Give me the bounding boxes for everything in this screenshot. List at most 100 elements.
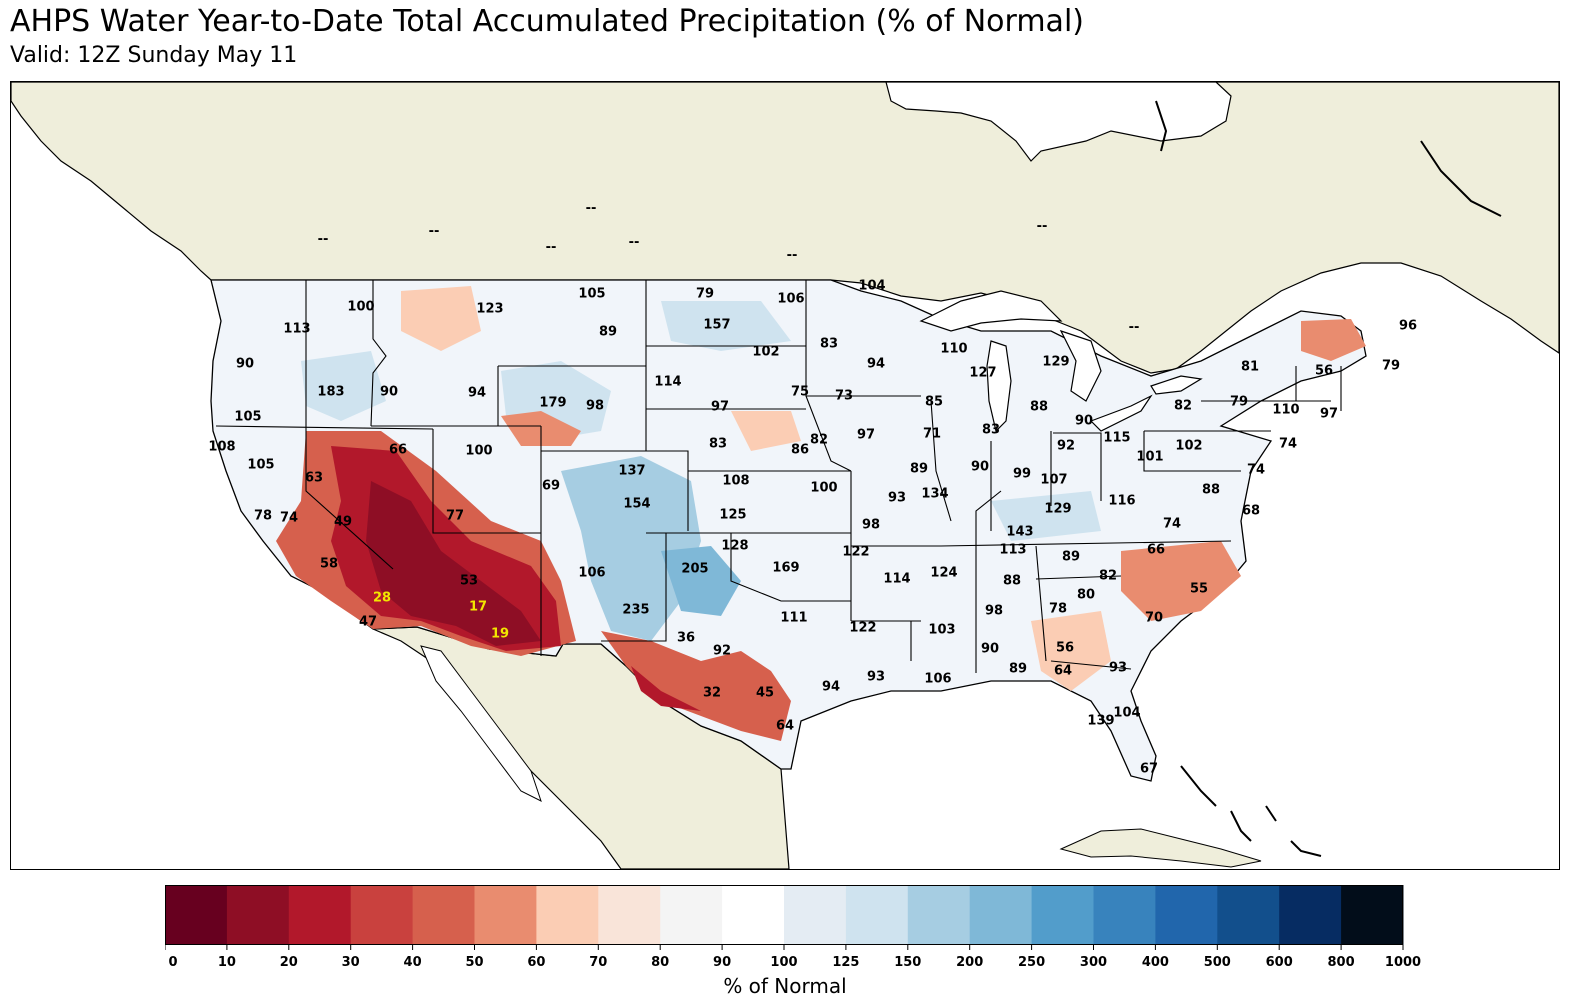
ne-dry: [1301, 319, 1366, 361]
station-value-label: 73: [835, 389, 853, 404]
colorbar-segment: [1155, 885, 1218, 945]
colorbar-tick-label: 500: [1204, 955, 1231, 970]
station-value-label: 64: [776, 719, 794, 734]
station-value-label: 115: [1103, 431, 1130, 446]
station-value-label: 92: [1057, 439, 1075, 454]
station-value-label: 127: [969, 366, 996, 381]
station-value-label: 169: [772, 561, 799, 576]
great-lakes: [919, 290, 1203, 433]
colorbar-segment: [969, 885, 1033, 945]
station-value-label: 85: [925, 395, 943, 410]
missing-data-label: --: [318, 232, 329, 247]
station-value-label: 89: [1062, 550, 1080, 565]
missing-data-label: --: [787, 248, 798, 263]
station-value-label: 97: [711, 400, 729, 415]
colorbar-segment: [1093, 885, 1156, 945]
station-value-label: 102: [1175, 439, 1202, 454]
station-value-label: 88: [1202, 483, 1220, 498]
station-value-label: 128: [721, 539, 748, 554]
station-value-label: 17: [469, 600, 487, 615]
station-value-label: 67: [1140, 762, 1158, 777]
station-value-label: 106: [777, 292, 804, 307]
ga-dry: [1031, 611, 1111, 691]
station-value-label: 122: [842, 545, 869, 560]
station-value-label: 63: [305, 471, 323, 486]
station-value-label: 83: [820, 337, 838, 352]
station-value-label: 101: [1136, 450, 1163, 465]
station-value-label: 97: [1320, 407, 1338, 422]
colorbar-outline: [165, 885, 1403, 945]
colorbar-tick-label: 400: [1142, 955, 1169, 970]
colorbar-segment: [598, 885, 661, 945]
colorbar-tick-label: 50: [465, 955, 483, 970]
colorbar-tick-label: 100: [770, 955, 797, 970]
station-value-label: 66: [389, 443, 407, 458]
station-value-label: 74: [1247, 463, 1265, 478]
missing-data-label: --: [546, 240, 557, 255]
colorbar-segment: [288, 885, 352, 945]
coast-accents: [1155, 100, 1502, 857]
station-value-label: 123: [476, 302, 503, 317]
station-value-label: 103: [928, 623, 955, 638]
colorbar-tick-label: 1000: [1385, 955, 1421, 970]
colorbar-tick-label: 40: [404, 955, 422, 970]
tx-dry-core: [631, 666, 701, 711]
station-value-label: 100: [347, 300, 374, 315]
colorbar-tick-label: 20: [280, 955, 298, 970]
station-value-label: 32: [703, 686, 721, 701]
colorbar-segment: [412, 885, 475, 945]
station-value-label: 88: [1030, 400, 1048, 415]
precip-field: [210, 279, 1367, 782]
station-value-label: 90: [380, 385, 398, 400]
station-value-label: 83: [709, 437, 727, 452]
station-value-label: 77: [446, 509, 464, 524]
station-value-label: 58: [320, 557, 338, 572]
station-value-label: 122: [849, 621, 876, 636]
colorbar-segment: [907, 885, 971, 945]
station-value-label: 102: [752, 345, 779, 360]
station-value-label: 89: [910, 462, 928, 477]
colorbar-segment: [1217, 885, 1280, 945]
station-value-label: 105: [234, 410, 261, 425]
map-subtitle: Valid: 12Z Sunday May 11: [10, 43, 298, 68]
station-value-label: 100: [465, 444, 492, 459]
station-value-label: 55: [1190, 582, 1208, 597]
station-value-label: 124: [930, 566, 957, 581]
station-value-label: 235: [622, 603, 649, 618]
station-value-label: 79: [1382, 359, 1400, 374]
station-value-label: 49: [334, 515, 352, 530]
colorbar-segment: [350, 885, 414, 945]
ks-dry: [731, 411, 801, 451]
station-value-label: 74: [1279, 437, 1297, 452]
station-value-label: 104: [1113, 706, 1140, 721]
colorbar-segment: [660, 885, 723, 945]
station-value-label: 114: [883, 572, 910, 587]
canada-landmass: [11, 82, 1559, 374]
station-value-label: 104: [858, 279, 885, 294]
station-value-label: 139: [1087, 714, 1114, 729]
station-value-label: 66: [1147, 543, 1165, 558]
sw-dry-zone-core: [366, 481, 541, 646]
station-value-label: 81: [1241, 360, 1259, 375]
station-value-label: 154: [623, 497, 650, 512]
station-value-label: 36: [677, 631, 695, 646]
station-value-label: 129: [1044, 502, 1071, 517]
station-value-label: 90: [1075, 414, 1093, 429]
station-value-label: 93: [888, 491, 906, 506]
station-value-label: 114: [654, 375, 681, 390]
missing-data-label: --: [1129, 320, 1140, 335]
station-value-label: 110: [940, 342, 967, 357]
station-value-label: 64: [1054, 664, 1072, 679]
colorbar-segment: [1279, 885, 1342, 945]
missing-data-label: --: [1037, 219, 1048, 234]
station-value-label: 179: [539, 396, 566, 411]
station-value-label: 82: [1174, 399, 1192, 414]
station-value-label: 94: [867, 357, 885, 372]
station-value-label: 90: [971, 460, 989, 475]
colorbar-segment: [845, 885, 909, 945]
station-value-label: 79: [1230, 395, 1248, 410]
station-value-label: 106: [924, 672, 951, 687]
station-value-label: 86: [791, 443, 809, 458]
colorbar-segment: [784, 885, 847, 945]
